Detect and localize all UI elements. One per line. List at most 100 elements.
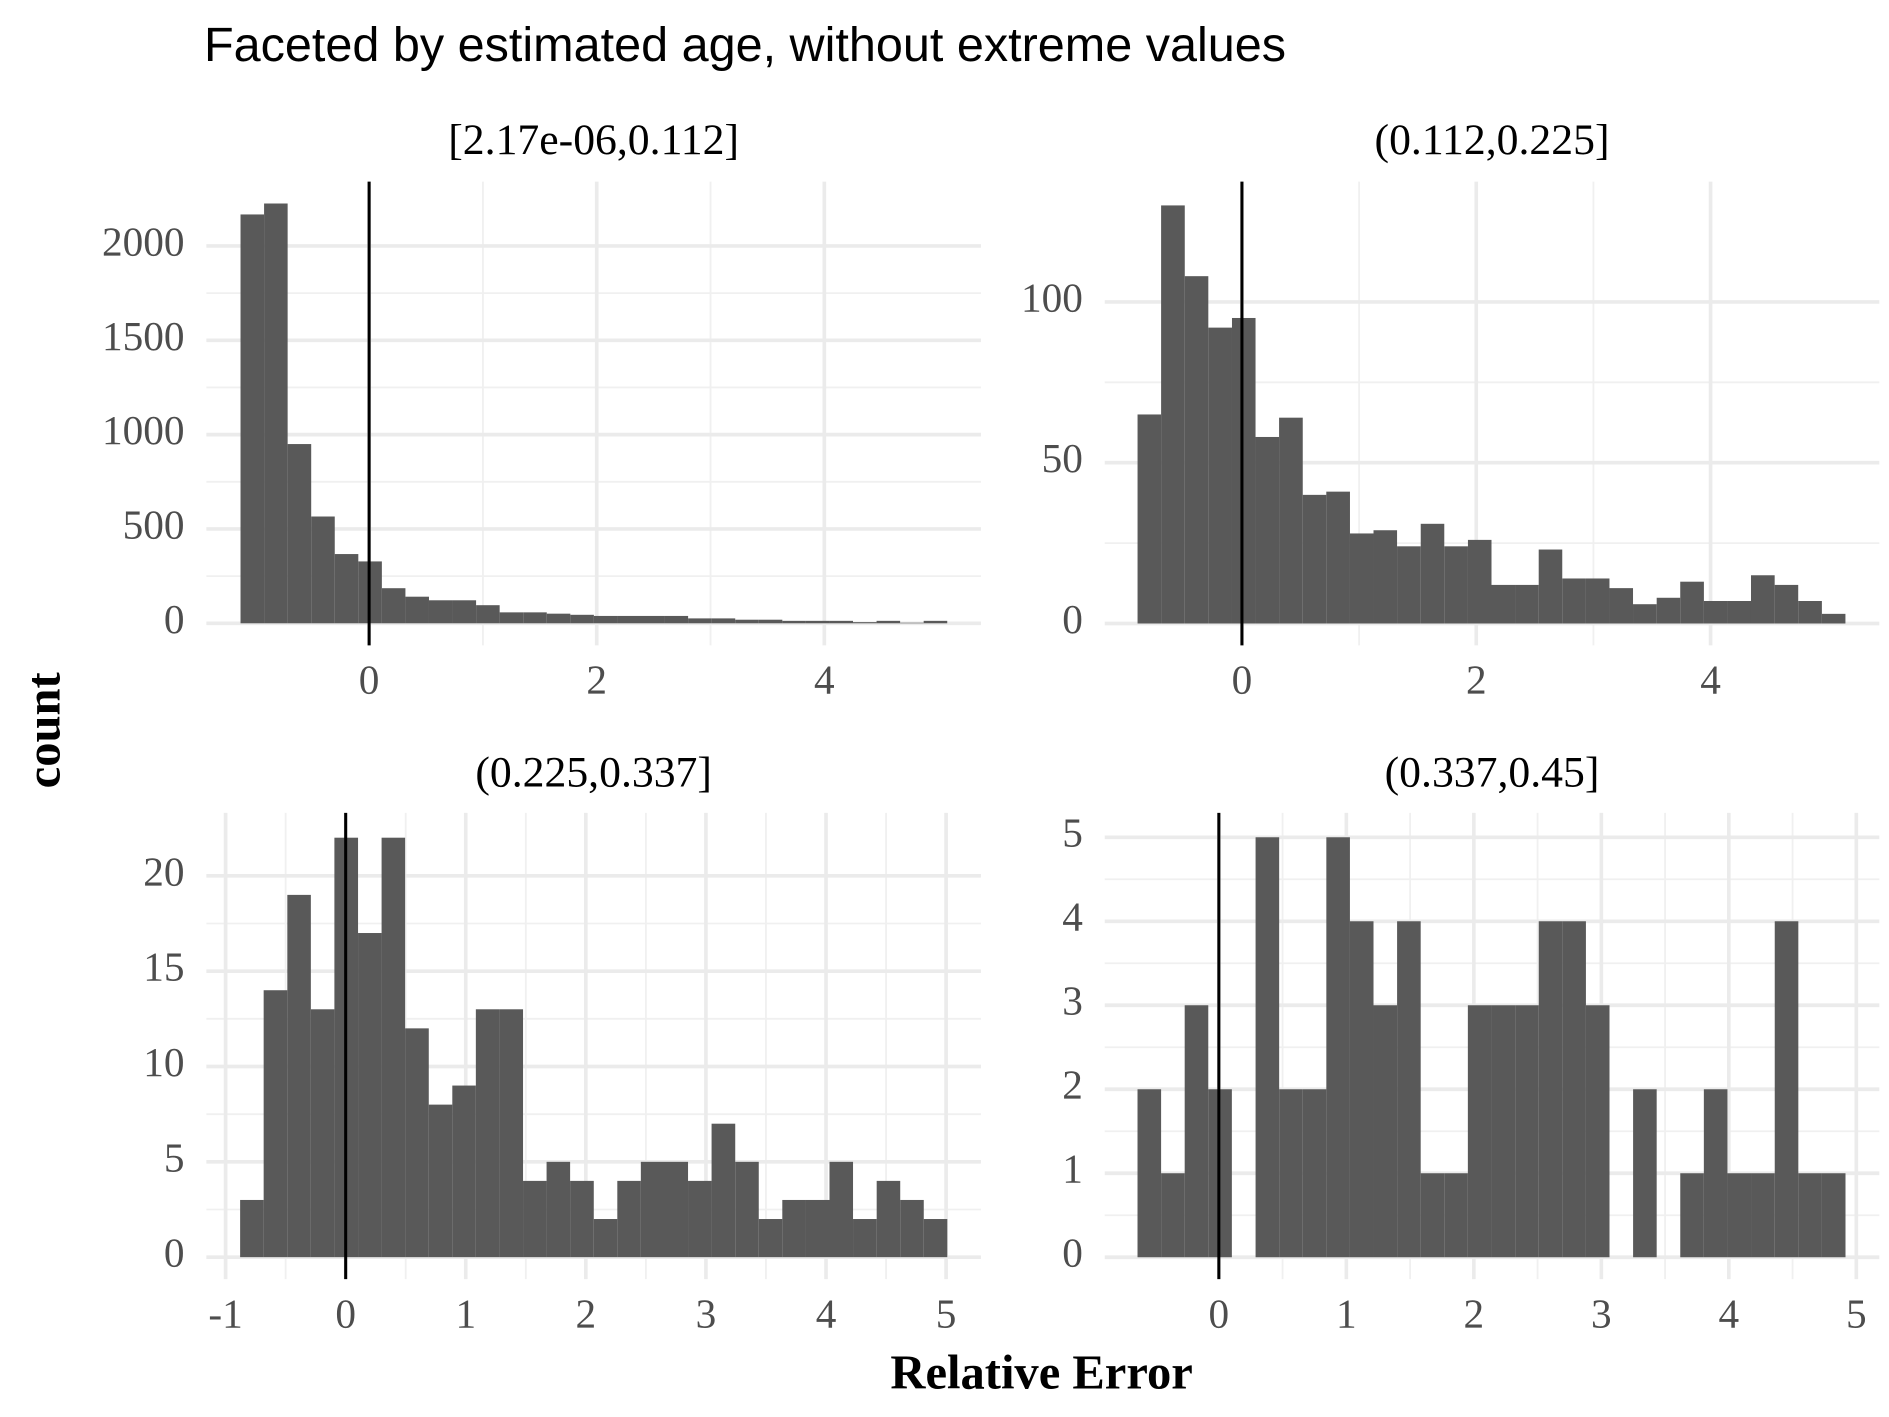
- histogram-bar: [1279, 417, 1303, 624]
- histogram-bar: [1585, 578, 1610, 624]
- histogram-bar: [782, 1199, 806, 1258]
- histogram-bar: [264, 203, 288, 624]
- histogram-bar: [1515, 584, 1539, 624]
- histogram-bar: [1774, 584, 1799, 624]
- x-tick-label: 5: [1846, 1290, 1867, 1336]
- x-tick-label: 3: [696, 1290, 717, 1336]
- histogram-bar: [735, 1161, 759, 1258]
- histogram-bar: [853, 622, 877, 624]
- histogram-bar: [1444, 546, 1468, 624]
- histogram-bar: [758, 1219, 783, 1258]
- histogram-bar: [1609, 588, 1634, 624]
- histogram-bar: [570, 1180, 594, 1258]
- histogram-bar: [1184, 1005, 1209, 1258]
- histogram-bar: [1656, 597, 1681, 624]
- chart-title: Faceted by estimated age, without extrem…: [204, 18, 1286, 72]
- histogram-bar: [499, 1009, 524, 1258]
- histogram-bar: [405, 1028, 429, 1258]
- y-tick-label: 0: [1062, 596, 1083, 642]
- histogram-bar: [428, 1104, 453, 1258]
- y-tick-label: 1000: [102, 407, 185, 453]
- histogram-bar: [452, 1085, 476, 1258]
- y-tick-label: 500: [123, 501, 185, 547]
- histogram-bar: [1302, 1089, 1327, 1258]
- histogram-bar: [1444, 1173, 1468, 1258]
- x-tick-label: 1: [455, 1290, 476, 1336]
- histogram-bar: [1798, 1173, 1822, 1258]
- histogram-bar: [593, 1219, 618, 1258]
- x-tick-label: 2: [1464, 1290, 1485, 1336]
- y-tick-label: 0: [164, 1230, 185, 1276]
- histogram-bar: [428, 600, 453, 624]
- histogram-bar: [805, 620, 830, 624]
- histogram-bar: [476, 605, 500, 624]
- histogram-bar: [570, 614, 594, 624]
- x-tick-label: 3: [1591, 1290, 1612, 1336]
- x-tick-label: 2: [1466, 657, 1487, 703]
- x-tick-label: 4: [1719, 1290, 1740, 1336]
- histogram-bar: [287, 444, 312, 624]
- histogram-bar: [1255, 436, 1280, 624]
- facet-title: (0.112,0.225]: [1375, 116, 1610, 164]
- histogram-bar: [1326, 491, 1350, 624]
- histogram-bar: [1703, 600, 1728, 624]
- histogram-bar: [1491, 584, 1516, 624]
- histogram-bar: [900, 1199, 924, 1258]
- facet-title: [2.17e-06,0.112]: [448, 116, 739, 164]
- y-tick-label: 10: [143, 1039, 184, 1085]
- histogram-bar: [263, 990, 288, 1258]
- histogram-bar: [664, 615, 689, 624]
- histogram-bar: [853, 1219, 877, 1258]
- histogram-bar: [240, 1199, 264, 1258]
- histogram-bar: [735, 619, 759, 624]
- x-tick-label: 0: [335, 1290, 356, 1336]
- histogram-bar: [240, 214, 265, 624]
- histogram-bar: [688, 1180, 712, 1258]
- histogram-bar: [1633, 604, 1657, 624]
- histogram-bar: [1821, 613, 1846, 624]
- histogram-bar: [1420, 523, 1445, 624]
- histogram-bar: [876, 1180, 901, 1258]
- histogram-bar: [923, 620, 948, 624]
- y-tick-label: 20: [143, 848, 184, 894]
- x-tick-label: 5: [936, 1290, 957, 1336]
- histogram-bar: [688, 618, 712, 624]
- histogram-bar: [758, 619, 783, 624]
- histogram-bar: [1798, 600, 1822, 624]
- y-tick-label: 5: [1062, 810, 1083, 856]
- y-tick-label: 1500: [102, 313, 185, 359]
- histogram-bar: [617, 1180, 641, 1258]
- x-tick-label: 4: [814, 657, 835, 703]
- x-tick-label: 0: [359, 657, 380, 703]
- histogram-bar: [1467, 539, 1492, 624]
- histogram-bar: [1538, 549, 1563, 624]
- y-tick-label: 15: [143, 944, 184, 990]
- histogram-bar: [1137, 1089, 1162, 1258]
- histogram-bar: [475, 1009, 500, 1258]
- histogram-bar: [1208, 327, 1232, 624]
- histogram-bar: [664, 1161, 689, 1258]
- histogram-bar: [1137, 414, 1162, 624]
- histogram-bar: [1633, 1089, 1657, 1258]
- histogram-bar: [381, 588, 406, 624]
- histogram-bar: [1184, 276, 1209, 624]
- histogram-bar: [499, 612, 524, 624]
- x-tick-label: 2: [586, 657, 607, 703]
- histogram-bar: [1161, 205, 1185, 624]
- histogram-bar: [1750, 575, 1775, 624]
- histogram-bar: [782, 620, 806, 624]
- x-tick-label: 0: [1232, 657, 1253, 703]
- histogram-bar: [523, 1180, 547, 1258]
- histogram-bar: [546, 1161, 571, 1258]
- x-tick-label: 4: [1700, 657, 1721, 703]
- y-tick-label: 0: [1062, 1230, 1083, 1276]
- histogram-bar: [1302, 494, 1327, 624]
- histogram-bar: [1161, 1173, 1185, 1258]
- y-tick-label: 100: [1021, 274, 1083, 320]
- histogram-bar: [617, 615, 641, 624]
- histogram-bar: [711, 1123, 736, 1258]
- histogram-bar: [1420, 1173, 1445, 1258]
- histogram-bar: [381, 837, 406, 1258]
